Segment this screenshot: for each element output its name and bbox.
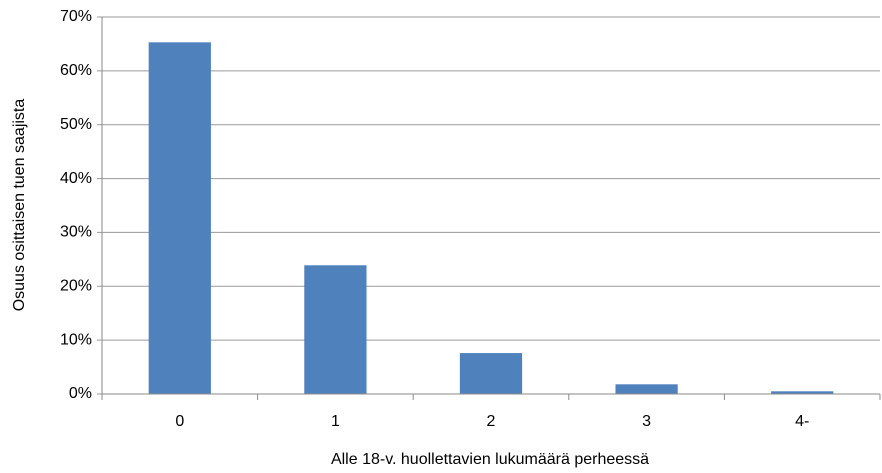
x-tick-label: 0: [175, 413, 184, 430]
y-tick-label: 10%: [60, 331, 92, 348]
bar: [304, 265, 367, 394]
y-axis-label: Osuus osittaisen tuen saajista: [11, 99, 28, 312]
x-tick-label: 4-: [795, 413, 809, 430]
y-tick-label: 70%: [60, 8, 92, 25]
x-axis-label: Alle 18-v. huollettavien lukumäärä perhe…: [331, 451, 649, 468]
bar: [148, 42, 211, 394]
bar: [615, 384, 678, 394]
bar: [459, 353, 523, 394]
bar: [771, 391, 834, 394]
y-tick-label: 0%: [69, 385, 92, 402]
x-tick-label: 1: [331, 413, 340, 430]
y-tick-label: 40%: [60, 170, 92, 187]
y-tick-label: 30%: [60, 224, 92, 241]
x-tick-label: 2: [487, 413, 496, 430]
y-tick-label: 20%: [60, 278, 92, 295]
x-tick-label: 3: [642, 413, 651, 430]
y-tick-label: 60%: [60, 62, 92, 79]
y-tick-label: 50%: [60, 116, 92, 133]
